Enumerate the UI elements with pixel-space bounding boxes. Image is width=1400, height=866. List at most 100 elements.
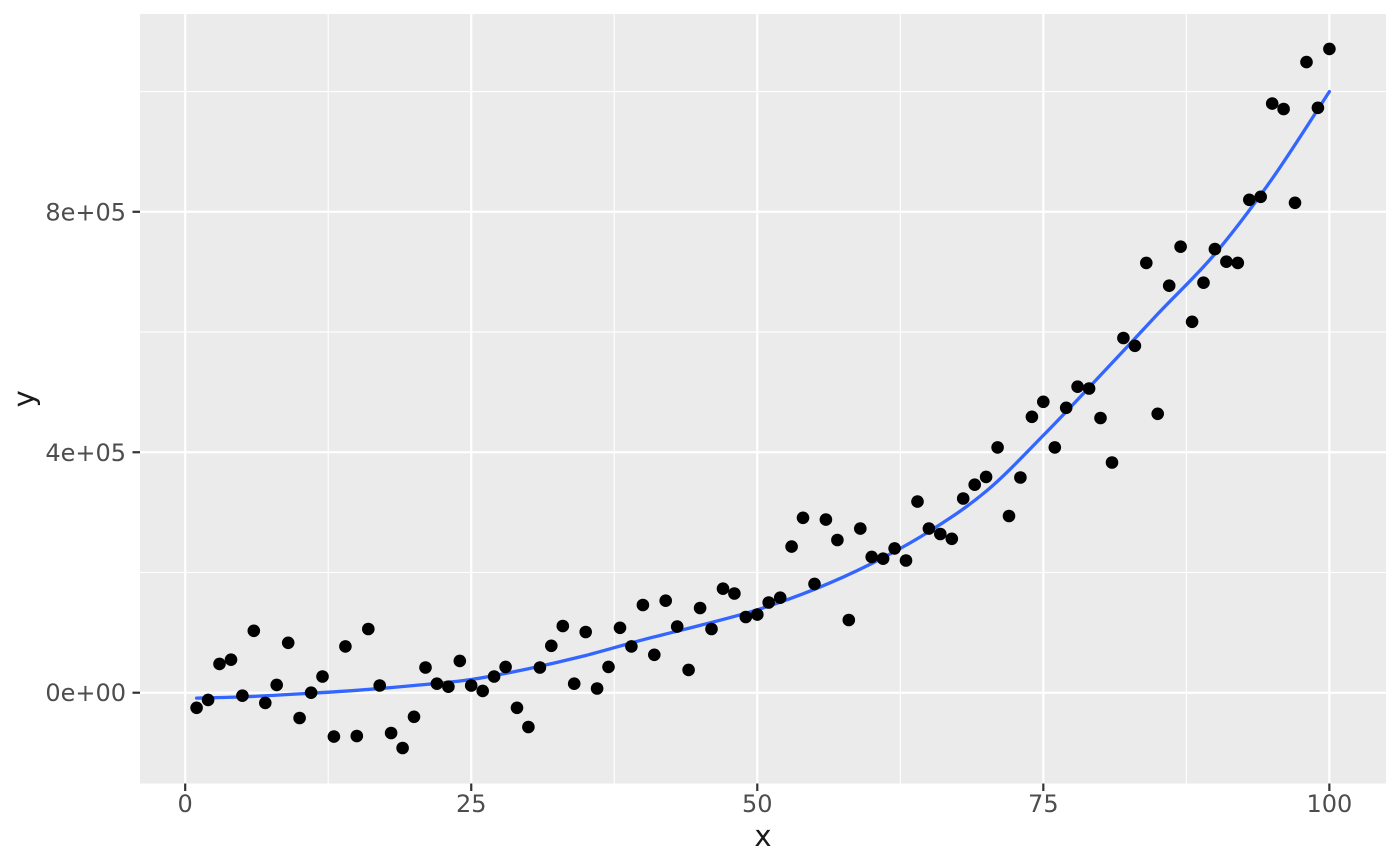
data-point [739, 610, 753, 624]
data-point [1025, 410, 1039, 424]
data-point [1220, 255, 1233, 268]
data-point [876, 552, 890, 565]
data-point [1288, 196, 1302, 210]
data-point [190, 701, 203, 715]
data-point [808, 577, 821, 591]
data-point [1197, 276, 1210, 290]
data-point [1243, 193, 1256, 207]
y-tick-label: 0e+00 [45, 679, 126, 707]
data-point [979, 470, 993, 484]
data-point [201, 693, 215, 707]
data-point [785, 540, 798, 553]
x-tick-label: 100 [1306, 790, 1352, 818]
data-point [545, 639, 558, 653]
data-point [613, 621, 627, 635]
data-point [1323, 42, 1336, 56]
data-point [659, 594, 672, 607]
data-point [1185, 315, 1199, 329]
x-tick-label: 0 [178, 790, 193, 818]
data-point [1071, 380, 1084, 394]
data-point [1014, 471, 1027, 484]
data-point [682, 663, 695, 677]
data-point [1254, 190, 1267, 204]
x-tick-label: 25 [456, 790, 487, 818]
smooth-trend-line [194, 89, 1332, 700]
data-point [362, 622, 375, 636]
data-point [293, 711, 306, 725]
data-point [1059, 401, 1073, 415]
data-point [1231, 256, 1245, 270]
data-point [270, 678, 284, 692]
data-point [1265, 97, 1279, 110]
data-point [407, 710, 421, 724]
data-point [1140, 256, 1153, 270]
data-point [705, 622, 718, 636]
data-point [487, 670, 501, 683]
data-point [1048, 441, 1062, 454]
data-point [1300, 55, 1313, 69]
data-point [396, 741, 409, 755]
data-point [911, 495, 924, 508]
data-point [499, 660, 512, 674]
data-point [567, 677, 581, 690]
x-axis-title: x [754, 819, 771, 853]
y-axis-title: y [7, 390, 41, 407]
data-point [259, 696, 272, 710]
data-point [316, 670, 329, 683]
data-point [819, 513, 833, 526]
major-gridlines [140, 14, 1386, 784]
data-point [751, 608, 764, 621]
data-point [1082, 382, 1096, 395]
data-point [1277, 102, 1290, 116]
data-point [327, 730, 341, 743]
data-point [430, 677, 444, 690]
data-point [956, 492, 970, 505]
data-point [968, 478, 981, 492]
plot-panel [140, 14, 1386, 784]
data-point [1311, 101, 1325, 115]
minor-gridlines [140, 14, 1386, 784]
data-point [213, 657, 226, 671]
data-point [533, 661, 547, 674]
y-tick-label: 8e+05 [45, 198, 126, 226]
data-point [796, 511, 810, 525]
data-point [670, 620, 684, 633]
data-point [464, 679, 478, 692]
data-point [1037, 395, 1050, 409]
data-point [1174, 240, 1187, 253]
data-point [716, 582, 730, 595]
data-point [522, 720, 535, 734]
data-point [1128, 339, 1142, 353]
data-point [304, 686, 318, 699]
data-point [579, 625, 592, 639]
data-point [339, 640, 352, 653]
data-points [190, 42, 1336, 755]
data-point [236, 689, 249, 702]
data-point [556, 619, 570, 633]
data-point [773, 591, 787, 604]
data-point [945, 532, 959, 546]
data-point [1094, 411, 1107, 425]
data-point [1208, 242, 1222, 256]
data-point [1105, 456, 1119, 469]
data-point [842, 613, 856, 627]
data-point [384, 726, 398, 740]
data-point [934, 527, 947, 541]
x-tick-label: 50 [742, 790, 773, 818]
data-point [991, 441, 1004, 454]
data-point [247, 624, 261, 638]
data-point [625, 640, 638, 653]
data-point [224, 653, 238, 666]
axis-ticks [132, 210, 1331, 791]
data-point [922, 522, 936, 535]
data-point [510, 701, 524, 715]
data-point [693, 601, 707, 615]
x-tick-label: 75 [1028, 790, 1059, 818]
data-point [762, 596, 775, 609]
data-point [831, 533, 844, 547]
data-point [636, 598, 650, 612]
data-point [442, 680, 455, 693]
data-point [899, 554, 913, 567]
